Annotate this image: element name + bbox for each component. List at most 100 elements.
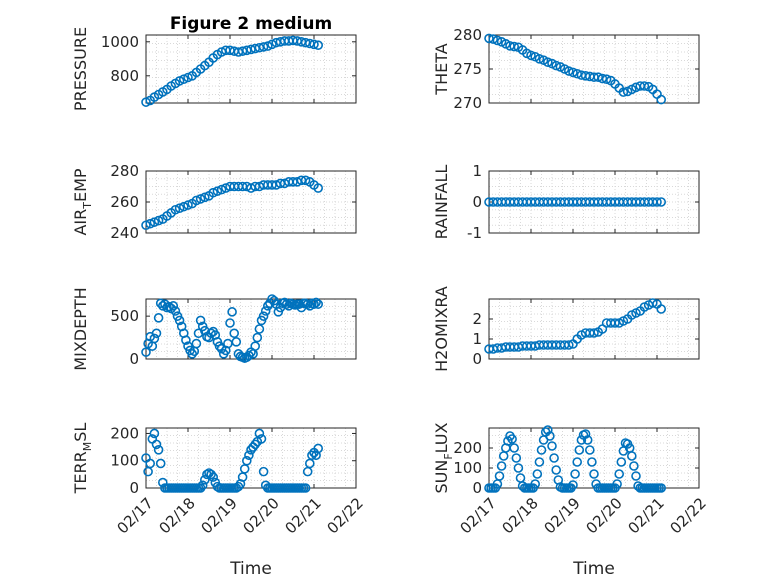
data-point bbox=[183, 200, 193, 210]
data-point bbox=[195, 483, 206, 493]
data-point bbox=[304, 458, 315, 469]
data-point bbox=[151, 328, 162, 339]
data-point bbox=[153, 313, 164, 323]
data-point bbox=[231, 337, 242, 347]
data-point bbox=[187, 349, 197, 359]
data-point bbox=[542, 425, 553, 435]
data-point bbox=[614, 469, 625, 479]
data-point bbox=[547, 441, 557, 451]
data-point bbox=[484, 33, 494, 44]
data-point bbox=[141, 347, 151, 357]
data-point bbox=[572, 457, 583, 467]
data-point bbox=[250, 341, 260, 351]
y-tick-label: 280 bbox=[110, 162, 139, 180]
data-point bbox=[626, 451, 637, 461]
x-axis-label-right: Time bbox=[572, 559, 615, 579]
y-axis-label: RAINFALL bbox=[432, 165, 451, 240]
x-tick-label: 02/20 bbox=[583, 494, 626, 537]
data-point bbox=[170, 204, 181, 215]
y-axis-label: MIXDEPTH bbox=[71, 287, 90, 370]
data-point bbox=[174, 315, 185, 326]
x-tick-label: 02/22 bbox=[667, 494, 710, 537]
y-tick-label: 100 bbox=[110, 452, 139, 470]
y-axis-label: AIRTEMP bbox=[71, 168, 94, 235]
data-point bbox=[656, 304, 667, 314]
data-point bbox=[568, 67, 578, 78]
data-point bbox=[143, 466, 153, 477]
data-point bbox=[252, 332, 263, 343]
panel-7: 0 100 200 TERRMSL 02/1702/1802/1902/2002/210… bbox=[71, 423, 367, 538]
data-point bbox=[258, 311, 269, 321]
axes-box bbox=[145, 34, 357, 104]
data-point bbox=[181, 335, 191, 345]
data-point bbox=[155, 298, 166, 309]
data-point bbox=[313, 299, 324, 309]
panel-3: 240 260 280 AIRTEMP bbox=[71, 162, 357, 242]
data-point bbox=[563, 66, 574, 76]
data-point bbox=[149, 333, 160, 344]
data-point bbox=[212, 186, 223, 196]
y-tick-label: 260 bbox=[110, 193, 139, 211]
y-tick-label: 270 bbox=[453, 94, 482, 112]
y-tick-label: 0 bbox=[472, 479, 482, 497]
data-point bbox=[618, 87, 629, 97]
data-point bbox=[254, 428, 265, 439]
data-point bbox=[597, 73, 608, 84]
y-tick-label: 1 bbox=[472, 330, 482, 348]
y-tick-label: 800 bbox=[110, 67, 139, 85]
y-axis-label: TERRMSL bbox=[71, 423, 94, 495]
data-point bbox=[492, 35, 503, 46]
data-point bbox=[534, 457, 545, 467]
data-point bbox=[225, 318, 235, 328]
data-point bbox=[200, 475, 210, 485]
data-point bbox=[229, 328, 239, 339]
data-point bbox=[580, 429, 591, 439]
data-point bbox=[584, 445, 595, 455]
data-point bbox=[612, 479, 622, 489]
panel-4: -1 0 1 RAINFALL bbox=[432, 162, 700, 242]
data-point bbox=[507, 434, 517, 444]
data-point bbox=[530, 479, 541, 489]
data-point bbox=[149, 428, 160, 439]
data-point bbox=[145, 218, 155, 229]
data-point bbox=[551, 465, 562, 475]
data-point bbox=[206, 469, 216, 480]
y-tick-label: 1000 bbox=[101, 33, 139, 51]
data-point bbox=[151, 439, 162, 450]
axes-box bbox=[145, 427, 357, 489]
y-tick-label: 0 bbox=[472, 350, 482, 368]
data-point bbox=[208, 187, 218, 198]
data-point bbox=[256, 434, 267, 444]
data-point bbox=[509, 443, 520, 453]
data-point bbox=[300, 483, 311, 493]
x-tick-label: 02/19 bbox=[541, 494, 584, 537]
data-point bbox=[639, 81, 650, 91]
data-point bbox=[572, 68, 583, 79]
data-point bbox=[616, 457, 627, 467]
data-point bbox=[545, 431, 555, 441]
x-tick-label: 02/22 bbox=[324, 494, 367, 537]
data-point bbox=[593, 72, 604, 82]
data-point bbox=[570, 469, 580, 479]
data-point bbox=[191, 195, 202, 206]
data-point bbox=[179, 201, 189, 212]
data-point bbox=[195, 315, 206, 326]
data-point bbox=[574, 445, 585, 455]
data-point bbox=[258, 42, 269, 52]
data-point bbox=[568, 480, 578, 490]
data-point bbox=[656, 94, 667, 105]
panel-1: 800 1000 PRESSURE bbox=[71, 27, 357, 111]
data-point bbox=[494, 471, 505, 481]
data-point bbox=[542, 57, 553, 68]
x-tick-label: 02/18 bbox=[499, 494, 542, 537]
data-point bbox=[549, 453, 559, 463]
data-point bbox=[242, 455, 252, 466]
data-point bbox=[536, 445, 547, 455]
x-tick-label: 02/20 bbox=[240, 494, 283, 537]
data-point bbox=[515, 473, 526, 483]
data-point bbox=[250, 439, 260, 450]
data-point bbox=[309, 39, 319, 50]
data-point bbox=[307, 450, 317, 461]
data-point bbox=[216, 184, 227, 195]
